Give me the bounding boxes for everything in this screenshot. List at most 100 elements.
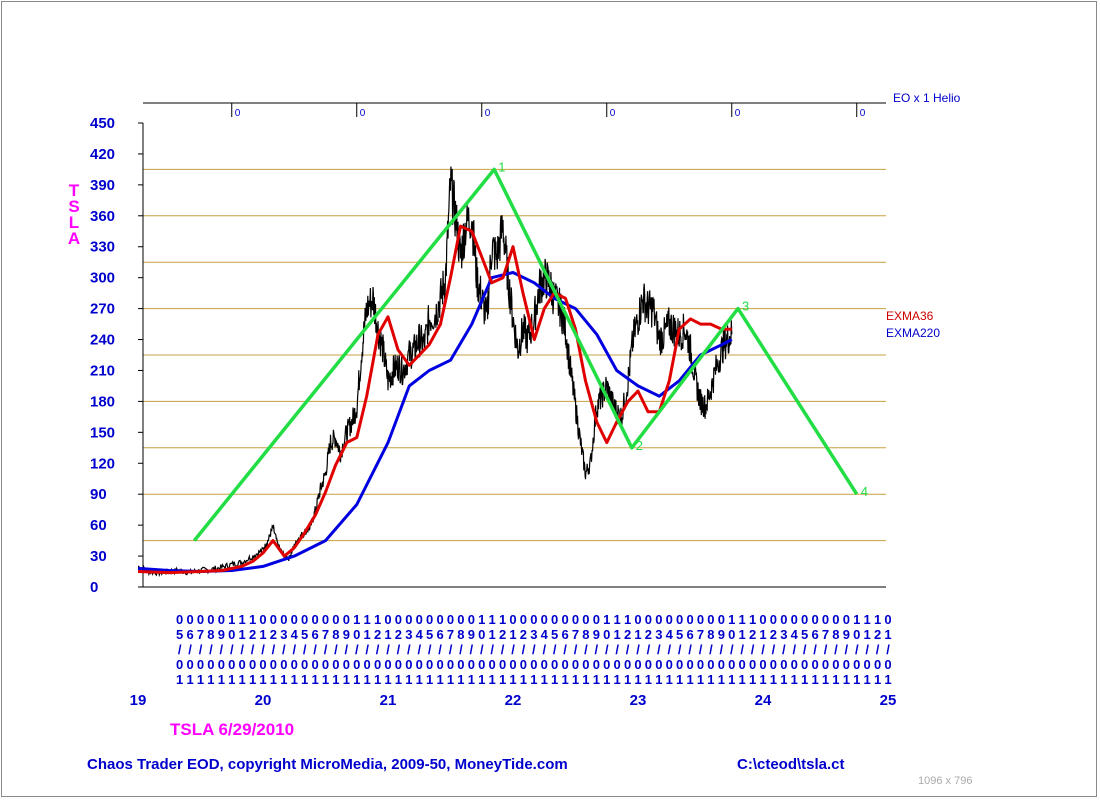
y-tick-label: 90: [90, 486, 107, 503]
month-tick-label: 0 3/0 1: [530, 612, 537, 687]
y-tick-label: 210: [90, 362, 115, 379]
month-tick-label: 0 8/0 1: [832, 612, 839, 687]
month-tick-label: 0 2/0 1: [645, 612, 652, 687]
exma220-line: [137, 271, 733, 573]
month-tick-label: 0 2/0 1: [520, 612, 527, 687]
wave-point-label: 2: [636, 438, 643, 453]
y-tick-label: 60: [90, 517, 107, 534]
month-tick-label: 1 2/0 1: [749, 612, 756, 687]
window-size-label: 1096 x 796: [918, 775, 973, 787]
month-tick-label: 1 0/0 1: [228, 612, 235, 687]
month-tick-label: 0 7/0 1: [447, 612, 454, 687]
month-tick-label: 0 6/0 1: [186, 612, 193, 687]
symbol-letter: T: [68, 181, 80, 200]
month-tick-label: 1 0/0 1: [603, 612, 610, 687]
month-tick-label: 1 2/0 1: [624, 612, 631, 687]
y-tick-label: 330: [90, 239, 115, 256]
exma36-line: [137, 224, 732, 575]
month-tick-label: 0 3/0 1: [405, 612, 412, 687]
month-tick-label: 0 9/0 1: [593, 612, 600, 687]
month-tick-label: 0 1/0 1: [509, 612, 516, 687]
month-tick-label: 0 4/0 1: [416, 612, 424, 687]
wave-point-label: 3: [742, 299, 749, 314]
month-tick-label: 0 2/0 1: [770, 612, 777, 687]
month-tick-label: 0 1/0 1: [384, 612, 391, 687]
month-tick-label: 0 7/0 1: [697, 612, 704, 687]
month-tick-label: 0 2/0 1: [270, 612, 277, 687]
top-scale-label: 0: [860, 108, 866, 119]
y-tick-label: 120: [90, 455, 115, 472]
top-scale-label: 0: [610, 108, 616, 119]
month-tick-label: 0 5/0 1: [801, 612, 808, 687]
symbol-letter: S: [68, 197, 80, 216]
month-tick-label: 1 0/0 1: [353, 612, 360, 687]
month-tick-label: 0 1/0 1: [634, 612, 641, 687]
year-label: 19: [130, 692, 147, 709]
month-tick-label: 0 8/0 1: [332, 612, 339, 687]
month-tick-label: 0 5/0 1: [676, 612, 683, 687]
month-tick-label: 0 4/0 1: [291, 612, 299, 687]
month-tick-label: 0 7/0 1: [197, 612, 204, 687]
month-tick-label: 0 8/0 1: [582, 612, 589, 687]
month-tick-label: 0 4/0 1: [541, 612, 549, 687]
month-tick-label: 0 7/0 1: [322, 612, 329, 687]
price-line: [138, 166, 733, 578]
legend-exma220: EXMA220: [886, 326, 941, 340]
year-label: 22: [505, 692, 522, 709]
month-tick-label: 0 5/0 1: [301, 612, 308, 687]
month-tick-label: 0 3/0 1: [655, 612, 662, 687]
chart-caption: TSLA 6/29/2010: [170, 720, 295, 739]
wave-point-label: 1: [498, 159, 505, 174]
month-tick-label: 0 9/0 1: [843, 612, 850, 687]
y-tick-label: 270: [90, 301, 115, 318]
symbol-letter: L: [68, 213, 80, 232]
month-tick-label: 0 8/0 1: [207, 612, 214, 687]
month-tick-label: 0 1/0 1: [259, 612, 266, 687]
y-tick-label: 450: [90, 115, 115, 132]
top-scale-label: 0: [235, 108, 241, 119]
month-tick-label: 1 0/0 1: [853, 612, 860, 687]
month-tick-label: 0 7/0 1: [572, 612, 579, 687]
y-tick-label: 300: [90, 270, 115, 287]
month-tick-label: 0 4/0 1: [666, 612, 674, 687]
month-tick-label: 1 1/0 1: [489, 612, 496, 687]
y-tick-label: 0: [90, 579, 98, 596]
month-tick-label: 0 8/0 1: [707, 612, 714, 687]
month-tick-label: 0 9/0 1: [218, 612, 225, 687]
y-tick-label: 180: [90, 393, 115, 410]
month-tick-label: 0 7/0 1: [822, 612, 829, 687]
copyright-text: Chaos Trader EOD, copyright MicroMedia, …: [87, 756, 568, 773]
month-tick-label: 0 9/0 1: [718, 612, 725, 687]
symbol-letter: A: [67, 229, 81, 248]
year-label: 21: [380, 692, 397, 709]
month-tick-label: 1 2/0 1: [499, 612, 506, 687]
month-tick-label: 0 6/0 1: [811, 612, 818, 687]
month-tick-label: 1 0/0 1: [728, 612, 735, 687]
month-tick-label: 1 1/0 1: [239, 612, 246, 687]
month-tick-label: 0 6/0 1: [436, 612, 443, 687]
legend-exma36: EXMA36: [886, 309, 934, 323]
month-tick-label: 0 6/0 1: [311, 612, 318, 687]
month-tick-label: 1 1/0 1: [864, 612, 871, 687]
month-tick-label: 0 5/0 1: [551, 612, 558, 687]
y-tick-label: 360: [90, 208, 115, 225]
month-tick-label: 1 1/0 1: [364, 612, 371, 687]
month-tick-label: 1 1/0 1: [614, 612, 621, 687]
wave-projection-line: [192, 167, 859, 542]
y-tick-label: 420: [90, 146, 115, 163]
month-tick-label: 0 5/0 1: [426, 612, 433, 687]
month-tick-label: 1 1/0 1: [739, 612, 746, 687]
year-label: 25: [880, 692, 897, 709]
month-tick-label: 0 9/0 1: [468, 612, 475, 687]
year-label: 20: [255, 692, 272, 709]
y-tick-label: 30: [90, 548, 107, 565]
month-tick-label: 1 2/0 1: [374, 612, 381, 687]
month-tick-label: 0 4/0 1: [791, 612, 799, 687]
month-tick-label: 0 6/0 1: [561, 612, 568, 687]
month-tick-label: 0 3/0 1: [780, 612, 787, 687]
month-tick-label: 0 9/0 1: [343, 612, 350, 687]
